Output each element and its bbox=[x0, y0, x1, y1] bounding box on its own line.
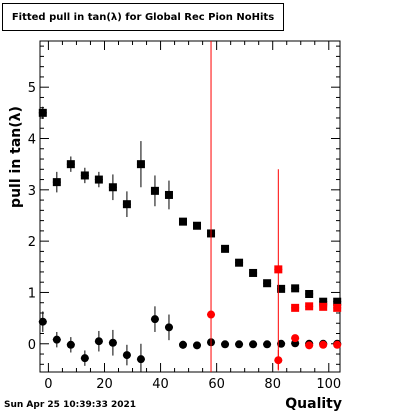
y-tick-label: 0 bbox=[28, 338, 36, 353]
data-point-square bbox=[319, 297, 328, 306]
data-point-circle bbox=[164, 323, 173, 332]
data-point-square bbox=[80, 171, 89, 180]
x-tick-label: 40 bbox=[152, 377, 169, 392]
data-point-square bbox=[333, 297, 342, 306]
data-point-circle bbox=[249, 340, 258, 349]
data-point-circle bbox=[263, 340, 272, 349]
data-point-circle bbox=[193, 341, 202, 350]
data-point-square bbox=[305, 289, 314, 298]
data-point-square bbox=[333, 303, 342, 312]
data-point-circle bbox=[136, 355, 145, 364]
data-point-circle bbox=[80, 354, 89, 363]
data-point-circle bbox=[52, 335, 61, 344]
data-point-circle bbox=[207, 310, 216, 319]
data-point-square bbox=[305, 302, 314, 311]
x-tick-label: 60 bbox=[208, 377, 225, 392]
data-point-circle bbox=[38, 317, 47, 326]
data-point-square bbox=[291, 284, 300, 293]
data-point-circle bbox=[108, 338, 117, 347]
data-point-square bbox=[38, 108, 47, 117]
data-point-square bbox=[319, 302, 328, 311]
data-point-circle bbox=[333, 340, 342, 349]
data-point-square bbox=[274, 265, 283, 274]
data-point-square bbox=[193, 221, 202, 230]
x-tick-label: 0 bbox=[44, 377, 52, 392]
data-point-circle bbox=[150, 315, 159, 324]
y-tick-label: 5 bbox=[28, 81, 36, 96]
data-point-square bbox=[136, 160, 145, 169]
data-point-circle bbox=[274, 356, 283, 365]
data-point-square bbox=[94, 175, 103, 184]
data-point-square bbox=[249, 268, 258, 277]
chart-title: Fitted pull in tan(λ) for Global Rec Pio… bbox=[2, 3, 284, 31]
data-point-square bbox=[235, 258, 244, 267]
x-tick-label: 100 bbox=[316, 377, 341, 392]
data-point-square bbox=[164, 190, 173, 199]
data-point-circle bbox=[94, 337, 103, 346]
data-point-square bbox=[150, 186, 159, 195]
data-point-circle bbox=[122, 351, 131, 360]
timestamp-label: Sun Apr 25 10:39:33 2021 bbox=[4, 400, 137, 410]
y-tick-label: 2 bbox=[28, 235, 36, 250]
x-tick-label: 80 bbox=[264, 377, 281, 392]
y-tick-label: 4 bbox=[28, 133, 36, 148]
data-point-square bbox=[52, 178, 61, 187]
data-point-square bbox=[221, 244, 230, 253]
data-point-square bbox=[108, 183, 117, 192]
plot-frame bbox=[39, 40, 341, 373]
data-point-circle bbox=[235, 340, 244, 349]
data-point-circle bbox=[319, 340, 328, 349]
data-point-circle bbox=[291, 334, 300, 343]
data-point-square bbox=[122, 200, 131, 209]
data-point-square bbox=[277, 284, 286, 293]
y-tick-label: 1 bbox=[28, 286, 36, 301]
x-axis-label: Quality bbox=[285, 396, 342, 412]
data-point-circle bbox=[277, 339, 286, 348]
y-tick-label: 3 bbox=[28, 184, 36, 199]
data-point-square bbox=[178, 217, 187, 226]
data-point-square bbox=[66, 160, 75, 169]
data-point-circle bbox=[221, 340, 230, 349]
data-point-circle bbox=[305, 341, 314, 350]
data-point-square bbox=[263, 279, 272, 288]
data-point-circle bbox=[66, 340, 75, 349]
x-tick-label: 20 bbox=[96, 377, 113, 392]
data-point-square bbox=[291, 303, 300, 312]
data-point-circle bbox=[178, 340, 187, 349]
